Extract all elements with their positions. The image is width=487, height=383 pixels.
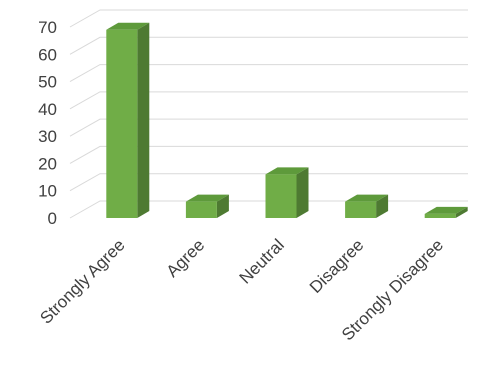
gridline — [69, 64, 468, 83]
bar-top-face — [424, 206, 468, 214]
bar-front-face — [265, 174, 297, 218]
y-axis-ticks: 0 10 20 30 40 50 60 70 — [38, 18, 57, 228]
y-tick-label: 40 — [38, 100, 57, 119]
bar-side-face — [376, 194, 389, 218]
y-tick-label: 10 — [38, 182, 57, 201]
y-tick-label: 30 — [38, 127, 57, 146]
x-category-label: Agree — [163, 235, 209, 281]
bar-side-face — [296, 167, 309, 218]
gridline — [69, 200, 468, 219]
bar-top-face — [106, 22, 150, 30]
y-tick-label: 70 — [38, 18, 57, 37]
gridline — [69, 145, 468, 164]
gridline — [69, 36, 468, 55]
y-tick-label: 60 — [38, 45, 57, 64]
bar — [106, 22, 150, 218]
bar — [424, 206, 468, 218]
y-tick-label: 50 — [38, 73, 57, 92]
x-category-label: Neutral — [236, 235, 288, 287]
y-tick-label: 20 — [38, 154, 57, 173]
bar-top-face — [265, 167, 309, 175]
bar-front-face — [345, 201, 377, 218]
x-category-label: Strongly Agree — [36, 235, 128, 327]
gridline — [69, 9, 468, 28]
x-axis-categories: Strongly Agree Agree Neutral DisagreeStrong… — [36, 235, 447, 344]
y-tick-label: 0 — [48, 209, 57, 228]
bar-side-face — [455, 206, 468, 218]
bars — [106, 22, 468, 218]
bar — [265, 167, 309, 218]
bar — [345, 194, 389, 218]
bar-top-face — [345, 194, 389, 202]
x-category-label: Disagree — [306, 235, 368, 297]
bar — [185, 194, 229, 218]
bar-top-face — [185, 194, 229, 202]
bar-front-face — [424, 213, 456, 218]
gridline — [69, 173, 468, 192]
bar-side-face — [216, 194, 229, 218]
gridline — [69, 91, 468, 110]
bar-side-face — [137, 22, 150, 218]
bar-front-face — [185, 201, 217, 218]
gridline — [69, 118, 468, 137]
gridlines — [69, 9, 468, 219]
bar-front-face — [106, 29, 138, 218]
